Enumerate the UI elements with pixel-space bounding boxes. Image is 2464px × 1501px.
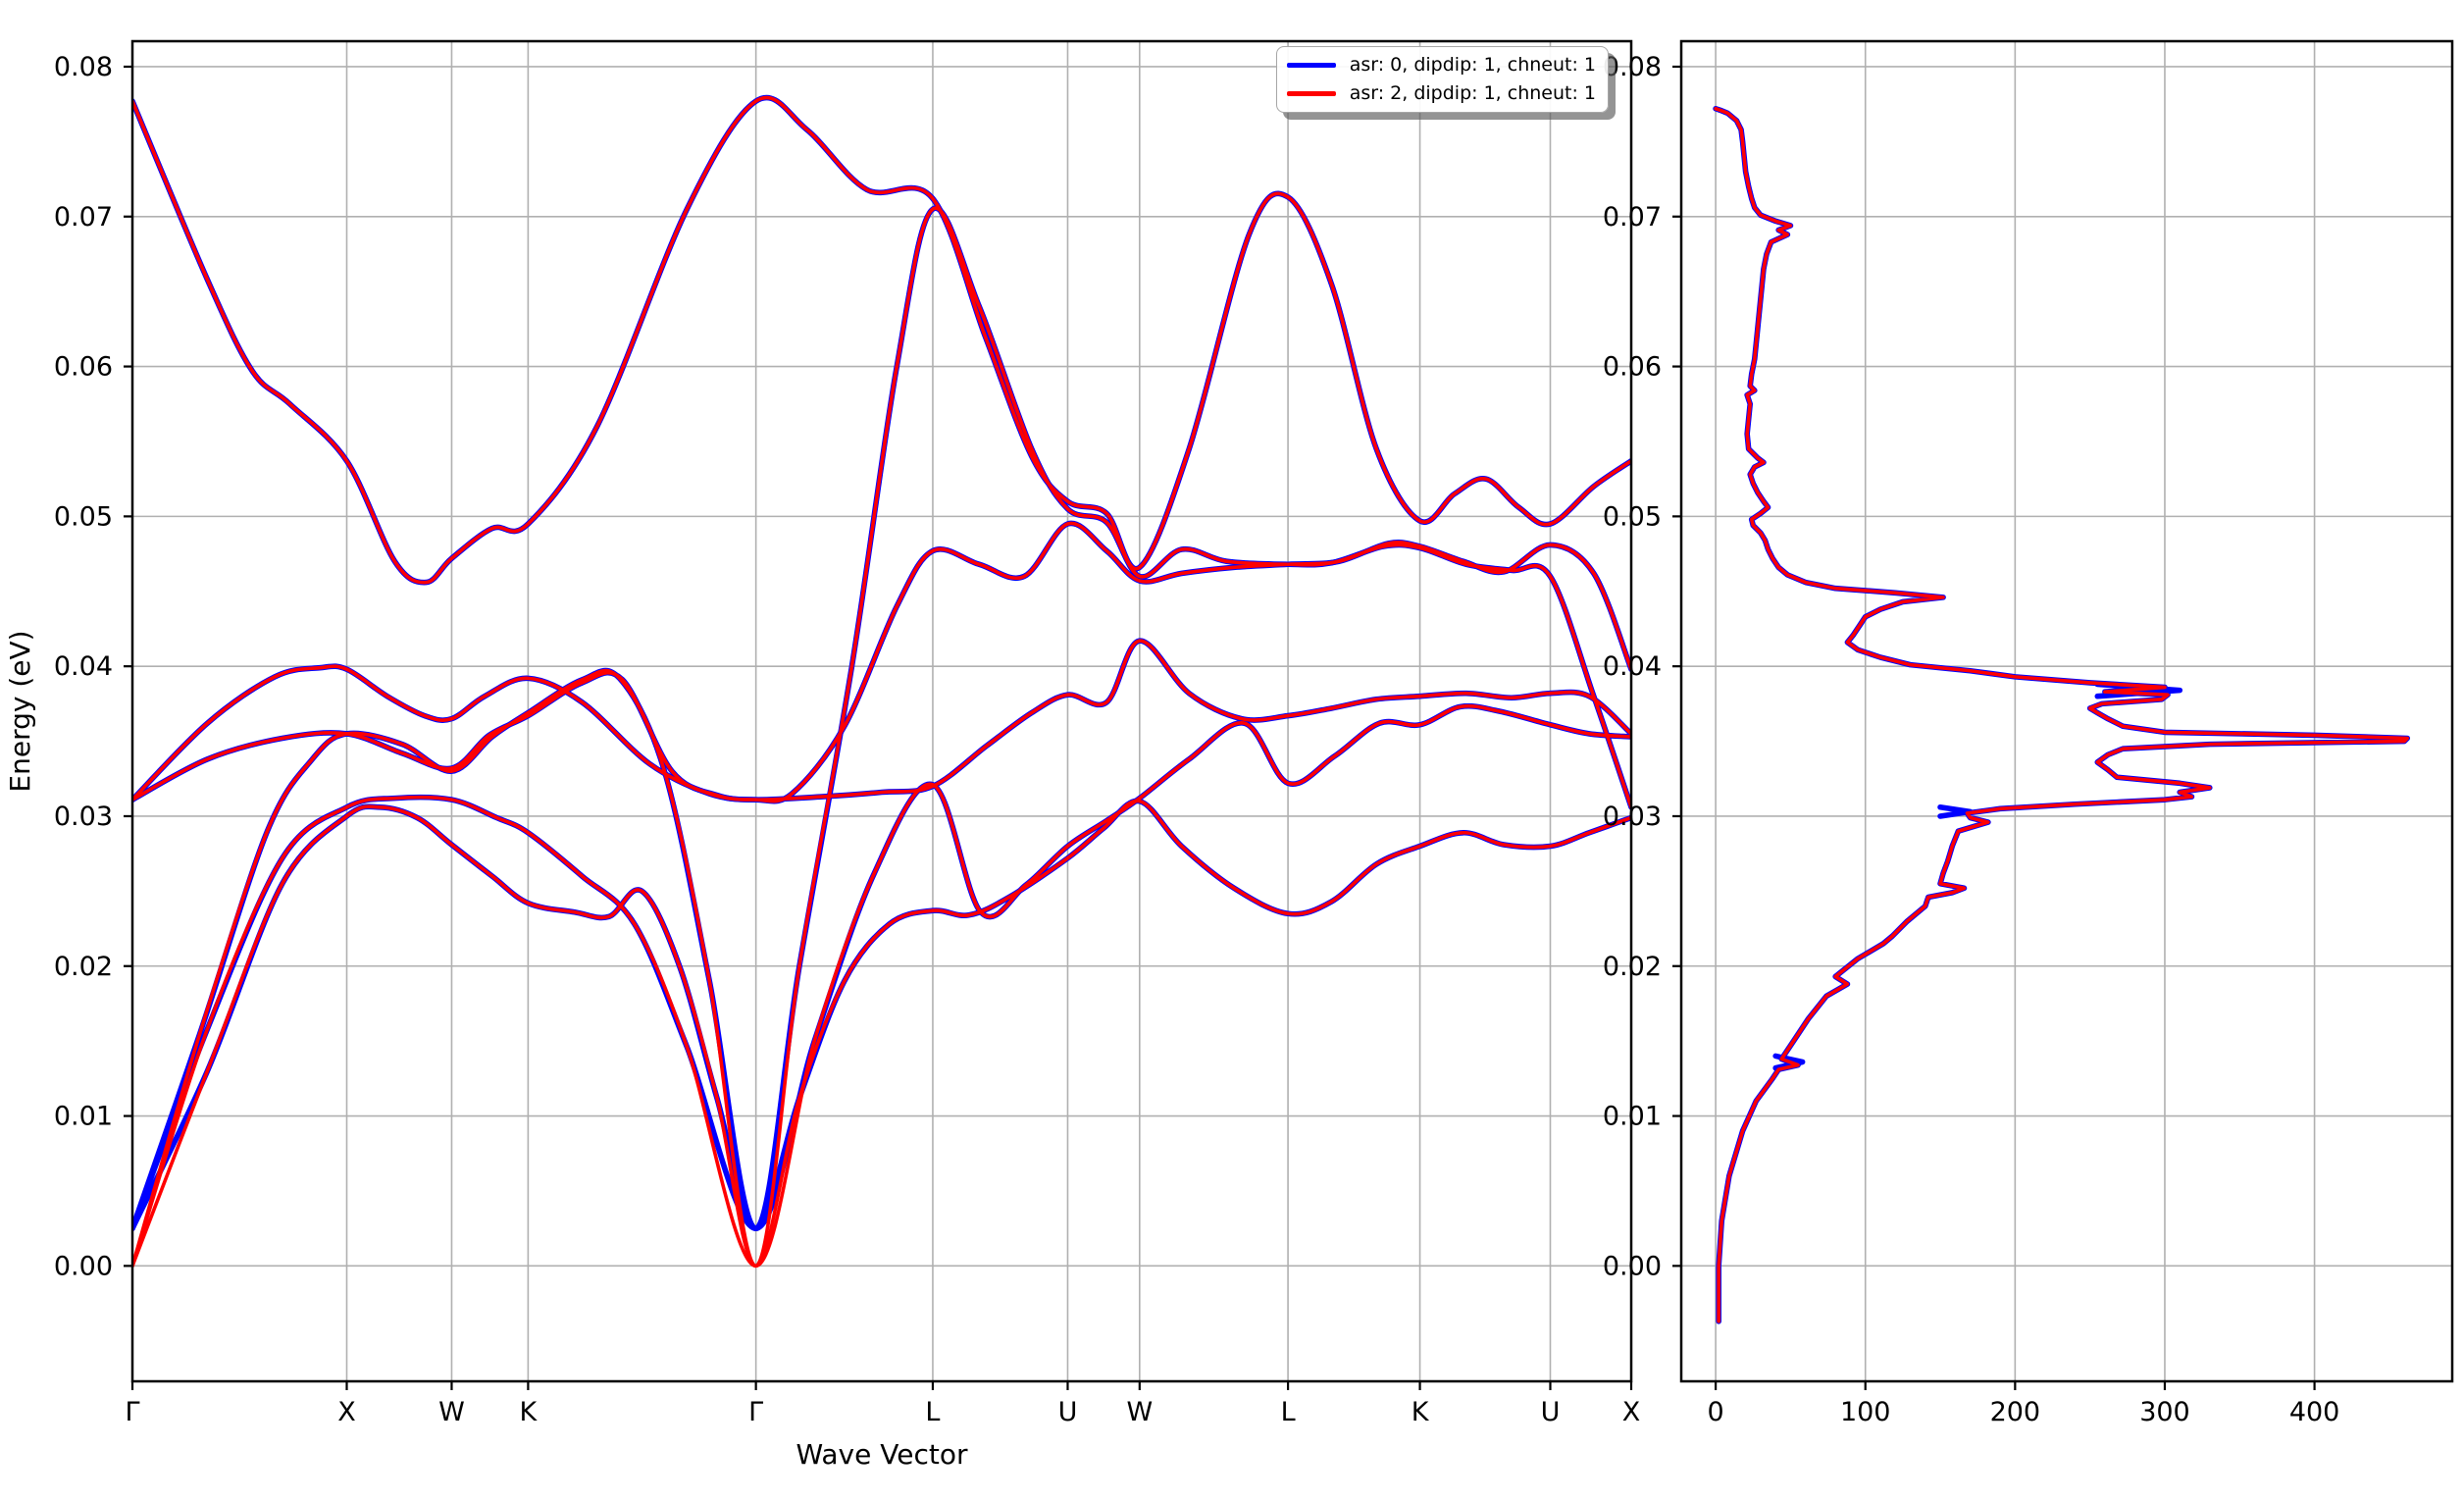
svg-text:X: X: [337, 1397, 356, 1427]
svg-text:0.03: 0.03: [1603, 802, 1662, 832]
svg-text:X: X: [1622, 1397, 1641, 1427]
svg-text:300: 300: [2139, 1397, 2190, 1427]
legend-entry-blue: asr: 0, dipdip: 1, chneut: 1: [1286, 54, 1596, 77]
legend-line-sample-red: [1286, 90, 1336, 96]
tick-labels: 0.00 0.01 0.02 0.03 0.04 0.05 0.06 0.07 0.08 Γ X W K…: [54, 52, 2339, 1427]
svg-text:0.04: 0.04: [1603, 651, 1662, 682]
svg-text:0.03: 0.03: [54, 802, 113, 832]
legend-label-red: asr: 2, dipdip: 1, chneut: 1: [1349, 81, 1596, 104]
svg-text:L: L: [1281, 1397, 1296, 1427]
legend-label-blue: asr: 0, dipdip: 1, chneut: 1: [1349, 54, 1596, 76]
svg-text:0.07: 0.07: [54, 202, 113, 233]
svg-text:W: W: [1126, 1397, 1153, 1427]
svg-text:K: K: [1412, 1397, 1430, 1427]
svg-text:0.05: 0.05: [54, 501, 113, 532]
svg-text:0: 0: [1708, 1397, 1724, 1427]
svg-text:100: 100: [1840, 1397, 1891, 1427]
grid-left-panel: [131, 41, 1632, 1381]
svg-text:0.08: 0.08: [54, 52, 113, 82]
y-axis-label: Energy (eV): [4, 630, 36, 792]
svg-text:0.01: 0.01: [1603, 1102, 1662, 1132]
axes-ticks: [124, 65, 2316, 1390]
svg-text:U: U: [1541, 1397, 1561, 1427]
svg-text:W: W: [438, 1397, 465, 1427]
svg-text:0.07: 0.07: [1603, 202, 1662, 233]
legend: asr: 0, dipdip: 1, chneut: 1 asr: 2, dip…: [1275, 46, 1609, 113]
svg-text:400: 400: [2289, 1397, 2340, 1427]
band-structure-curves: [132, 94, 1631, 1268]
svg-text:K: K: [520, 1397, 539, 1427]
svg-text:0.01: 0.01: [54, 1102, 113, 1132]
svg-text:0.02: 0.02: [1603, 952, 1662, 982]
axes-spines: [130, 39, 2454, 1383]
svg-text:L: L: [925, 1397, 940, 1427]
svg-text:0.05: 0.05: [1603, 501, 1662, 532]
svg-text:0.04: 0.04: [54, 651, 113, 682]
svg-text:0.00: 0.00: [1603, 1251, 1662, 1281]
svg-text:0.00: 0.00: [54, 1251, 113, 1281]
legend-entry-red: asr: 2, dipdip: 1, chneut: 1: [1286, 81, 1596, 105]
svg-text:U: U: [1058, 1397, 1078, 1427]
grid-right-panel: [1681, 41, 2452, 1381]
svg-text:0.06: 0.06: [54, 352, 113, 383]
legend-line-sample-blue: [1286, 62, 1336, 68]
svg-text:0.06: 0.06: [1603, 352, 1662, 383]
svg-text:0.08: 0.08: [1603, 52, 1662, 82]
svg-text:200: 200: [1990, 1397, 2041, 1427]
svg-text:Γ: Γ: [748, 1397, 763, 1427]
svg-text:Γ: Γ: [125, 1397, 139, 1427]
x-axis-label: Wave Vector: [796, 1438, 968, 1471]
svg-text:0.02: 0.02: [54, 952, 113, 982]
dos-curves: [1713, 105, 2411, 1324]
